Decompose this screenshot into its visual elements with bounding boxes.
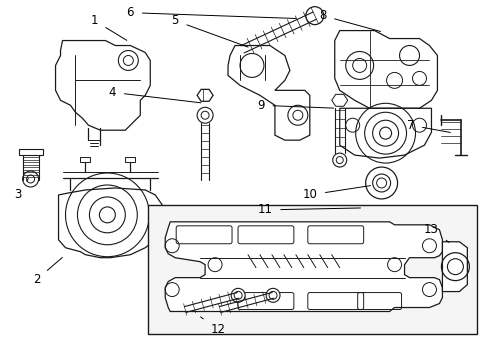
Text: 11: 11 bbox=[257, 203, 360, 216]
Text: 5: 5 bbox=[171, 14, 247, 47]
Text: 3: 3 bbox=[14, 179, 28, 202]
Text: 1: 1 bbox=[90, 14, 126, 40]
Bar bbox=[125, 157, 135, 162]
Circle shape bbox=[231, 288, 244, 302]
Polygon shape bbox=[442, 242, 467, 292]
Text: 4: 4 bbox=[108, 86, 201, 103]
Text: 13: 13 bbox=[423, 223, 448, 242]
Bar bbox=[19, 149, 42, 155]
Text: 12: 12 bbox=[200, 317, 225, 336]
Text: 7: 7 bbox=[406, 119, 449, 132]
Polygon shape bbox=[331, 94, 347, 106]
Text: 10: 10 bbox=[302, 186, 370, 202]
Bar bbox=[81, 157, 90, 162]
Text: 9: 9 bbox=[257, 99, 333, 112]
Bar bbox=[148, 205, 476, 334]
Circle shape bbox=[305, 7, 323, 24]
Circle shape bbox=[265, 288, 280, 302]
Text: 6: 6 bbox=[126, 6, 295, 19]
Polygon shape bbox=[197, 89, 213, 101]
Text: 2: 2 bbox=[33, 257, 62, 286]
Text: 8: 8 bbox=[319, 9, 380, 31]
Polygon shape bbox=[165, 222, 442, 311]
